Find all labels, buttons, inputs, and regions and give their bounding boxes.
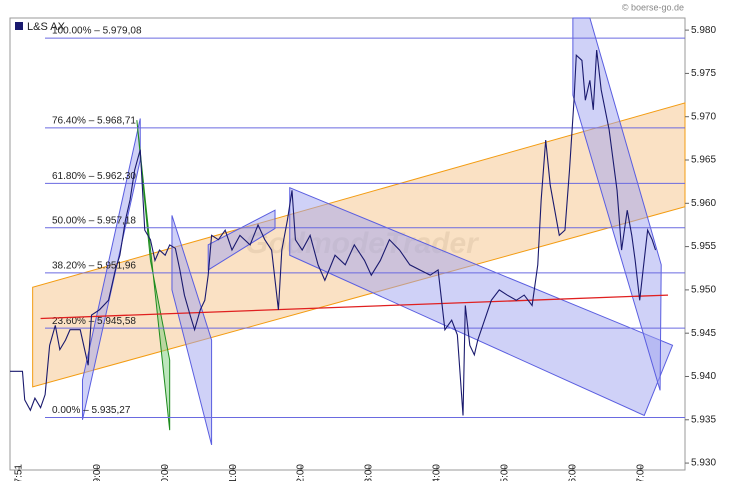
fib-label: 50.00% – 5.957,18	[52, 215, 136, 226]
y-tick-label: 5.970	[691, 111, 716, 122]
x-tick-label: 17:00	[635, 464, 646, 481]
fib-label: 23.60% – 5.945,58	[52, 316, 136, 327]
x-tick-label: 12:00	[296, 464, 307, 481]
trend-line	[40, 294, 669, 320]
y-tick-label: 5.965	[691, 155, 716, 166]
legend-label: L&S AX	[27, 21, 66, 33]
x-tick-label: 16:00	[568, 464, 579, 481]
fib-label: 0.00% – 5.935,27	[52, 405, 131, 416]
fib-label: 61.80% – 5.962,30	[52, 171, 136, 182]
y-tick-label: 5.950	[691, 285, 716, 296]
x-tick-label: 15:00	[500, 464, 511, 481]
x-tick-label: 07:51	[14, 464, 25, 481]
y-tick-label: 5.975	[691, 68, 716, 79]
y-tick-label: 5.940	[691, 371, 716, 382]
x-tick-label: 10:00	[160, 464, 171, 481]
y-tick-label: 5.955	[691, 241, 716, 252]
x-tick-label: 13:00	[364, 464, 375, 481]
trend-channel	[136, 120, 171, 431]
x-tick-label: 09:00	[92, 464, 103, 481]
fib-label: 38.20% – 5.951,96	[52, 261, 136, 272]
price-line	[10, 49, 657, 416]
copyright: © boerse-go.de	[622, 2, 684, 12]
fib-label: 76.40% – 5.968,71	[52, 116, 136, 127]
y-tick-label: 5.935	[691, 414, 716, 425]
x-tick-label: 11:00	[228, 464, 239, 481]
fib-label: 100.00% – 5.979,08	[52, 26, 142, 37]
y-tick-label: 5.980	[691, 25, 716, 36]
plot-layer: 100.00% – 5.979,08 76.40% – 5.968,71 61.80…	[10, 17, 686, 446]
y-tick-label: 5.930	[691, 458, 716, 469]
y-tick-label: 5.960	[691, 198, 716, 209]
legend-swatch	[15, 22, 23, 30]
x-tick-label: 14:00	[432, 464, 443, 481]
y-tick-label: 5.945	[691, 328, 716, 339]
